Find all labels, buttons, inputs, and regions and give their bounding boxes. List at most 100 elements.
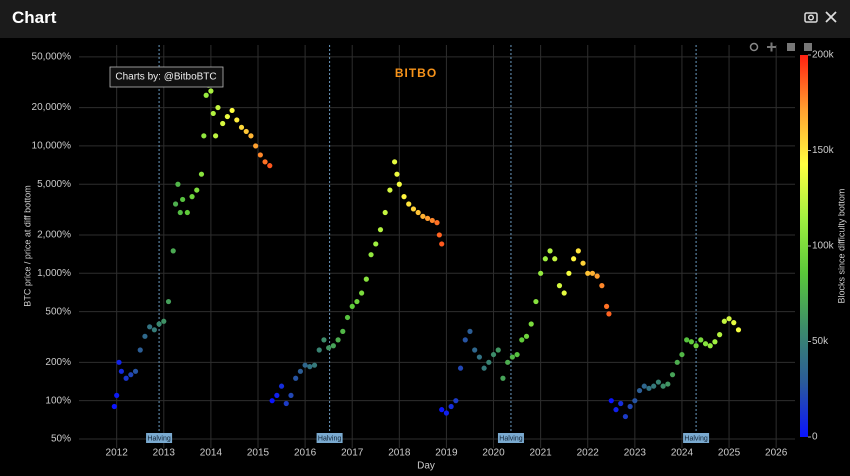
- watermark-box: [109, 66, 224, 88]
- data-point: [566, 270, 572, 276]
- data-point: [316, 347, 322, 353]
- y-tick-label: 500%: [45, 306, 71, 317]
- data-point: [561, 290, 567, 296]
- colorbar: [800, 55, 808, 437]
- data-point: [396, 181, 402, 187]
- data-point: [156, 321, 162, 327]
- camera-icon[interactable]: [804, 12, 818, 23]
- colorbar-tick-label: 200k: [812, 50, 835, 61]
- y-axis-title: BTC price / price at diff bottom: [22, 185, 32, 306]
- data-point: [514, 351, 520, 358]
- data-point: [297, 368, 303, 374]
- data-point: [248, 133, 254, 139]
- x-tick-label: 2018: [388, 448, 411, 459]
- data-point: [311, 362, 318, 368]
- data-point: [210, 110, 216, 117]
- data-point: [486, 359, 492, 365]
- data-point: [420, 213, 426, 219]
- y-tick-label: 2,000%: [37, 230, 71, 241]
- data-point: [434, 220, 440, 226]
- colorbar-title: Blocks since difficulty bottom: [836, 189, 846, 304]
- data-point: [439, 407, 445, 413]
- data-point: [194, 187, 200, 193]
- data-point: [538, 270, 544, 276]
- data-point: [307, 364, 313, 370]
- data-point: [137, 347, 143, 353]
- watermark: Charts by: @BitboBTC: [115, 72, 216, 83]
- zoom-icon[interactable]: [749, 42, 759, 52]
- data-point: [684, 337, 690, 343]
- data-point: [731, 320, 737, 326]
- x-tick-label: 2021: [530, 448, 553, 459]
- data-point: [151, 327, 157, 333]
- data-point: [429, 217, 435, 224]
- data-point: [636, 387, 643, 394]
- data-point: [189, 194, 195, 200]
- data-point: [201, 133, 207, 139]
- x-tick-label: 2024: [671, 448, 694, 459]
- data-point: [406, 201, 412, 207]
- data-point: [208, 88, 214, 94]
- halving-box: [683, 433, 710, 443]
- data-point: [257, 152, 263, 158]
- data-point: [651, 383, 657, 389]
- data-point: [721, 318, 727, 324]
- fullscreen-icon[interactable]: [825, 11, 837, 23]
- halving-box: [146, 433, 173, 443]
- data-point: [132, 368, 139, 374]
- data-point: [606, 311, 612, 317]
- plot-area: [79, 45, 795, 448]
- data-point: [229, 107, 235, 114]
- data-point: [410, 206, 417, 212]
- data-point: [184, 209, 190, 216]
- y-tick-label: 100%: [45, 395, 71, 406]
- data-point: [533, 298, 539, 305]
- data-point: [198, 171, 205, 177]
- data-point: [726, 316, 732, 322]
- data-point: [556, 283, 563, 289]
- x-tick-label: 2013: [153, 448, 176, 459]
- colorbar-tick-label: 50k: [812, 336, 829, 347]
- data-point: [302, 362, 308, 368]
- y-tick-label: 200%: [45, 357, 71, 368]
- data-point: [335, 337, 341, 343]
- data-point: [368, 252, 374, 258]
- data-point: [180, 196, 186, 203]
- x-tick-label: 2026: [765, 448, 788, 459]
- data-point: [283, 400, 289, 407]
- header: Chart: [0, 0, 850, 38]
- data-point: [467, 328, 473, 334]
- data-point: [443, 410, 450, 416]
- data-point: [585, 270, 591, 276]
- data-point: [147, 324, 153, 330]
- data-point: [116, 359, 122, 365]
- data-point: [387, 187, 393, 193]
- data-point: [476, 354, 482, 360]
- halving-box: [497, 433, 524, 443]
- data-point: [220, 120, 226, 127]
- y-tick-label: 50,000%: [32, 52, 72, 63]
- data-point: [253, 143, 259, 149]
- data-point: [224, 113, 230, 120]
- y-tick-label: 10,000%: [32, 141, 72, 152]
- data-point: [321, 337, 327, 343]
- data-point: [359, 290, 365, 296]
- data-point: [552, 256, 558, 262]
- x-tick-label: 2023: [624, 448, 647, 459]
- x-axis-title: Day: [417, 461, 435, 472]
- header-icons: [804, 11, 837, 23]
- data-point: [580, 260, 586, 266]
- x-tick-label: 2016: [294, 448, 317, 459]
- data-point: [679, 351, 685, 358]
- data-point: [424, 215, 431, 221]
- data-point: [457, 365, 464, 371]
- data-point: [118, 368, 124, 374]
- zoom-out-icon[interactable]: [804, 43, 812, 51]
- data-point: [330, 343, 336, 349]
- data-point: [128, 372, 134, 378]
- data-point: [542, 256, 548, 262]
- data-point: [618, 400, 624, 407]
- zoom-in-icon[interactable]: [787, 43, 795, 51]
- data-point: [481, 365, 487, 371]
